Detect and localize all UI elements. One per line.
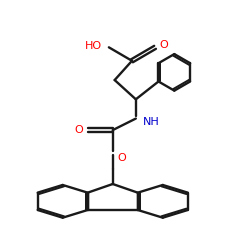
Text: HO: HO <box>85 41 102 51</box>
Text: NH: NH <box>142 117 159 127</box>
Text: O: O <box>74 125 83 135</box>
Text: O: O <box>159 40 168 50</box>
Text: O: O <box>118 153 126 163</box>
